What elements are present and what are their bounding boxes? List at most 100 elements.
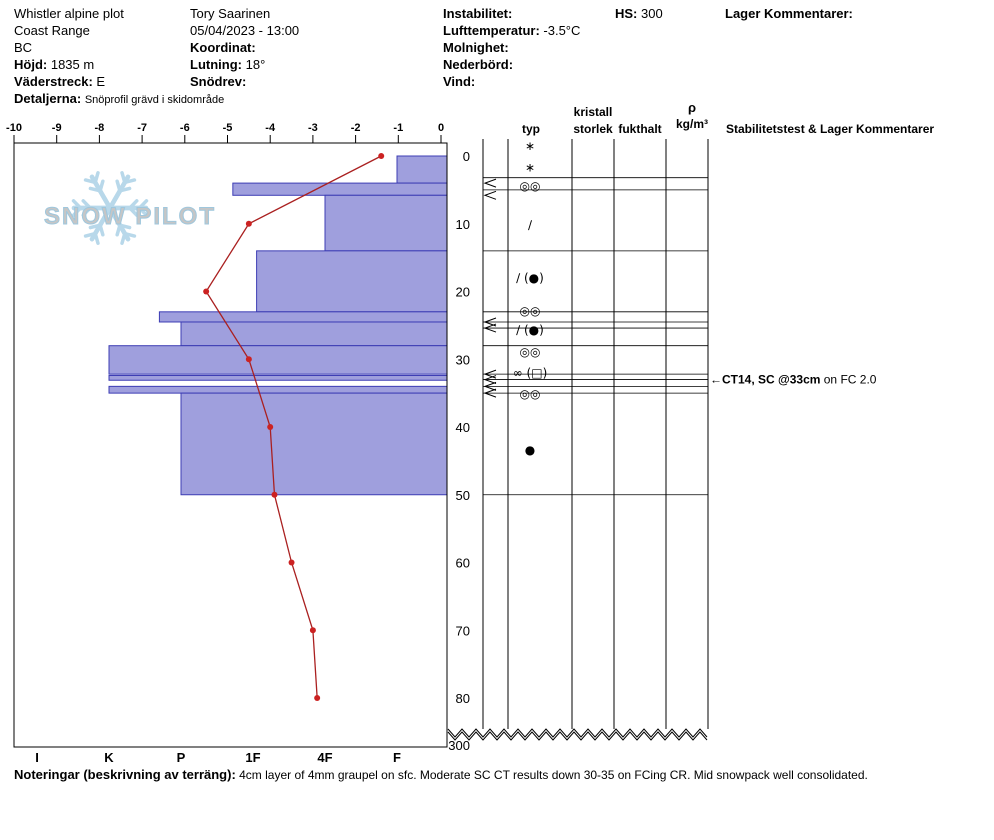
depth-label: 40 xyxy=(456,420,470,435)
depth-label: 60 xyxy=(456,556,470,571)
temp-tick-label: -6 xyxy=(180,122,190,134)
temperature-point xyxy=(245,356,252,363)
precipitation-label: Nederbörd: xyxy=(443,57,514,72)
plot-frame xyxy=(13,142,448,748)
depth-label: 70 xyxy=(456,623,470,638)
mountain-range: Coast Range xyxy=(14,23,90,38)
observation-datetime: 05/04/2023 - 13:00 xyxy=(190,23,300,38)
snow-layer-bar xyxy=(158,311,448,323)
header-density-rho: ρ xyxy=(688,100,696,115)
column-headers: kristall typ storlek fukthalt ρ kg/m³ Stabilit… xyxy=(522,100,934,136)
plot-border xyxy=(13,142,448,748)
air-temperature-value: -3.5°C xyxy=(543,23,581,38)
temperature-point xyxy=(245,220,252,227)
temperature-point xyxy=(267,424,274,430)
hardness-label: I xyxy=(35,750,39,765)
coordinates-label: Koordinat: xyxy=(190,40,256,55)
instability-label: Instabilitet: xyxy=(443,6,513,21)
aspect-row: Väderstreck: E xyxy=(14,74,105,89)
terrain-notes-text: 4cm layer of 4mm graupel on sfc. Moderat… xyxy=(239,768,868,782)
grain-symbol-rounds-clustered: ◎◎ xyxy=(520,345,541,359)
terrain-notes: Noteringar (beskrivning av terräng): 4cm… xyxy=(14,767,868,782)
grain-symbol-decomposing-with-rounds: ∕ (●) xyxy=(516,271,544,285)
hardness-label: F xyxy=(393,750,401,765)
snow-layers xyxy=(108,155,448,496)
grain-symbol-rounds-clustered: ◎◎ xyxy=(520,304,541,318)
temperature-point xyxy=(314,695,321,701)
header-storlek: storlek xyxy=(573,122,613,136)
depth-label-total: 300 xyxy=(448,738,470,753)
grain-symbol-decomposing-fragments: ∕ xyxy=(528,218,533,232)
hardness-label: P xyxy=(177,750,186,765)
thin-layer-pointer-icon xyxy=(483,317,497,327)
thin-layer-pointer-icon xyxy=(483,375,497,385)
header-kristall: kristall xyxy=(574,105,613,119)
snowpilot-logo: SNOW PILOT xyxy=(44,171,216,245)
depth-label: 50 xyxy=(456,488,470,503)
grain-symbol-decomposing-with-rounds: ∕ (●) xyxy=(516,323,544,337)
temp-tick-label: -10 xyxy=(6,122,22,134)
scale-break xyxy=(447,728,708,741)
temp-tick-label: -3 xyxy=(308,122,318,134)
depth-label: 20 xyxy=(456,285,470,300)
hs-value: 300 xyxy=(641,6,663,21)
hardness-label: 4F xyxy=(317,750,332,765)
snowflake-icon xyxy=(71,199,83,210)
snowflake-icon xyxy=(93,171,100,185)
hs-row: HS: 300 xyxy=(615,6,663,21)
grain-symbol-graupel: ∗ xyxy=(525,161,535,175)
thin-layer-pointer-icon xyxy=(483,178,497,188)
temp-tick-label: -5 xyxy=(223,122,233,134)
temp-tick-label: -7 xyxy=(137,122,147,134)
hardness-axis: I K P 1F 4F F xyxy=(35,750,401,765)
temp-tick-label: -2 xyxy=(351,122,361,134)
slope-angle-value: 18° xyxy=(245,57,266,72)
snowflake-icon xyxy=(98,179,105,193)
wind-label: Vind: xyxy=(443,74,476,89)
snow-layer-bar xyxy=(396,155,448,184)
temp-tick-label: -9 xyxy=(52,122,62,134)
thin-layer-pointer-icon xyxy=(483,190,497,200)
grain-symbol-crust-with-facets: ∞ (□) xyxy=(513,366,548,380)
air-temperature-row: Lufttemperatur: -3.5°C xyxy=(443,23,580,38)
snow-layer-bar xyxy=(180,392,448,496)
observer-name: Tory Saarinen xyxy=(190,6,271,21)
break-zigzag xyxy=(447,728,708,738)
temperature-point xyxy=(203,288,210,295)
stability-annotation: ←CT14, SC @33cm on FC 2.0 xyxy=(710,373,877,387)
depth-label: 30 xyxy=(456,352,470,367)
temperature-profile xyxy=(203,153,385,701)
temperature-axis: -10 -9 -8 -7 -6 -5 -4 -3 -2 -1 0 xyxy=(6,122,444,143)
thin-layer-pointer-icon xyxy=(483,388,497,398)
slope-angle-row: Lutning: 18° xyxy=(190,57,265,72)
aspect-label: Väderstreck: xyxy=(14,74,93,89)
temperature-point xyxy=(378,153,385,159)
break-zigzag xyxy=(447,731,708,741)
hardness-label: 1F xyxy=(245,750,260,765)
details-row: Detaljerna: Snöprofil grävd i skidområde xyxy=(14,91,224,108)
temp-tick-label: -8 xyxy=(95,122,105,134)
snow-layer-bar xyxy=(108,375,448,381)
snow-layer-bar xyxy=(324,194,448,252)
aspect-value: E xyxy=(96,74,106,89)
header-density-unit: kg/m³ xyxy=(676,117,708,131)
logo-text: SNOW PILOT xyxy=(44,203,216,230)
temp-tick-label: -1 xyxy=(393,122,403,134)
terrain-notes-label: Noteringar (beskrivning av terräng): xyxy=(14,767,236,782)
elevation-row: Höjd: 1835 m xyxy=(14,57,94,72)
details-label: Detaljerna: xyxy=(14,91,82,106)
grain-symbol-rounds-clustered: ◎◎ xyxy=(520,179,541,193)
snowflake-icon xyxy=(123,178,137,185)
snow-layer-bar xyxy=(180,321,448,347)
region: BC xyxy=(14,40,33,55)
depth-label: 0 xyxy=(463,149,470,164)
elevation-value: 1835 m xyxy=(50,57,95,72)
temp-tick-label: 0 xyxy=(438,122,444,134)
snowflake-icon xyxy=(81,199,92,210)
depth-axis: 0 10 20 30 40 50 60 70 80 300 xyxy=(448,149,470,753)
stability-test-result: ←CT14, SC @33cm on FC 2.0 xyxy=(710,373,877,387)
snow-layer-bar xyxy=(108,385,448,394)
thin-layer-pointer-icon xyxy=(483,323,497,333)
cloud-cover-label: Molnighet: xyxy=(443,40,509,55)
drifting-snow-label: Snödrev: xyxy=(190,74,247,89)
